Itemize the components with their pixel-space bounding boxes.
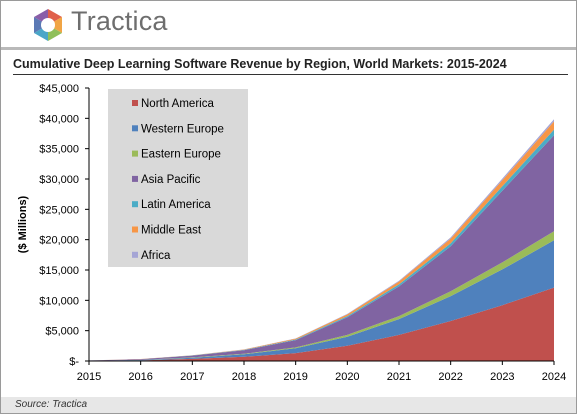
legend: North America Western Europe Eastern Europ… (108, 89, 248, 267)
legend-swatch (132, 150, 138, 157)
y-tick-label: $40,000 (39, 113, 79, 125)
x-tick-label: 2018 (232, 371, 256, 383)
header-divider (1, 47, 576, 50)
y-tick-label: $35,000 (39, 144, 79, 156)
source-text: Source: Tractica (15, 399, 88, 410)
chart-plot: $- $5,000 $10,000 $15,000 $20,000 $25,000 $30,… (17, 83, 566, 383)
x-tick-label: 2019 (283, 371, 307, 383)
legend-label: Africa (141, 250, 171, 262)
series-area-western-europe (89, 240, 554, 361)
chart-title: Cumulative Deep Learning Software Revenu… (13, 57, 507, 71)
legend-swatch (132, 226, 138, 233)
x-tick-label: 2021 (387, 371, 411, 383)
legend-swatch (132, 100, 138, 106)
y-tick-label: $- (69, 356, 79, 368)
legend-label: Western Europe (141, 123, 224, 135)
legend-swatch (132, 201, 138, 208)
x-tick-label: 2016 (128, 371, 152, 383)
legend-label: Middle East (141, 225, 202, 237)
legend-label: Latin America (141, 199, 211, 211)
legend-swatch (132, 251, 138, 258)
legend-label: North America (141, 98, 214, 110)
legend-box (108, 89, 248, 267)
legend-label: Eastern Europe (141, 149, 221, 161)
series-areas (89, 119, 554, 361)
tractica-logo-icon (34, 9, 62, 41)
y-tick-label: $25,000 (39, 204, 79, 216)
x-tick-label: 2024 (542, 371, 566, 383)
header: Tractica (1, 1, 576, 47)
x-tick-label: 2020 (335, 371, 359, 383)
brand-name: Tractica (71, 6, 168, 36)
y-tick-label: $15,000 (39, 265, 79, 277)
y-axis-title: ($ Millions) (17, 195, 29, 253)
x-tick-label: 2022 (438, 371, 462, 383)
series-area-north-america (89, 287, 554, 361)
y-tick-label: $20,000 (39, 235, 79, 247)
x-tick-label: 2017 (180, 371, 204, 383)
y-tick-label: $5,000 (45, 326, 79, 338)
x-tick-label: 2023 (490, 371, 514, 383)
source-bar: Source: Tractica (1, 397, 576, 413)
legend-swatch (132, 175, 138, 182)
series-area-asia-pacific (89, 135, 554, 361)
legend-swatch (132, 125, 138, 132)
y-tick-label: $10,000 (39, 295, 79, 307)
y-tick-label: $45,000 (39, 83, 79, 95)
legend-label: Asia Pacific (141, 174, 201, 186)
axes: $- $5,000 $10,000 $15,000 $20,000 $25,000 $30,… (17, 83, 566, 383)
title-underline (13, 74, 568, 75)
x-tick-label: 2015 (77, 371, 101, 383)
y-tick-label: $30,000 (39, 174, 79, 186)
